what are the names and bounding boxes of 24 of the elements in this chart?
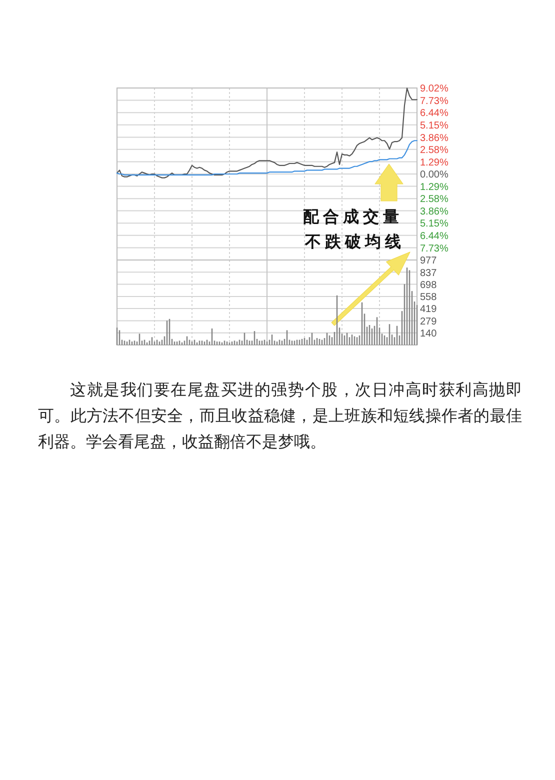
y-tick-label: 837 — [420, 268, 438, 279]
y-tick-label: 2.58% — [420, 145, 448, 156]
annotation: 配合成交量 — [303, 207, 403, 226]
y-tick-label: 6.44% — [420, 108, 448, 120]
y-tick-label: 279 — [420, 316, 438, 328]
y-tick-label: 9.02% — [420, 84, 448, 95]
y-tick-label: 419 — [420, 304, 438, 316]
y-tick-label: 6.44% — [420, 231, 448, 242]
y-tick-label: 140 — [420, 328, 438, 340]
y-tick-label: 1.29% — [420, 182, 448, 193]
y-tick-label: 698 — [420, 280, 438, 291]
y-tick-label: 558 — [420, 292, 438, 304]
y-tick-label: 5.15% — [420, 218, 448, 230]
text: 这就是我们要在尾盘买进的强势个股，次日冲高时获利高抛即可。此方法不但安全，而且收益稳健，是上班族和短线操作者的最佳利器。学会看尾盘，收益翻倍不是梦哦。 — [38, 380, 522, 453]
y-tick-label: 3.86% — [420, 206, 448, 218]
y-tick-label: 0.00% — [420, 170, 448, 181]
y-tick-label: 7.73% — [420, 96, 448, 107]
y-tick-label: 2.58% — [420, 194, 448, 206]
y-tick-label: 977 — [420, 256, 438, 267]
annotation: 不跌破均线 — [304, 232, 405, 251]
y-tick-label: 3.86% — [420, 132, 448, 144]
y-tick-label: 5.15% — [420, 120, 448, 132]
y-tick-label: 7.73% — [420, 243, 448, 254]
y-tick-label: 1.29% — [420, 157, 448, 168]
